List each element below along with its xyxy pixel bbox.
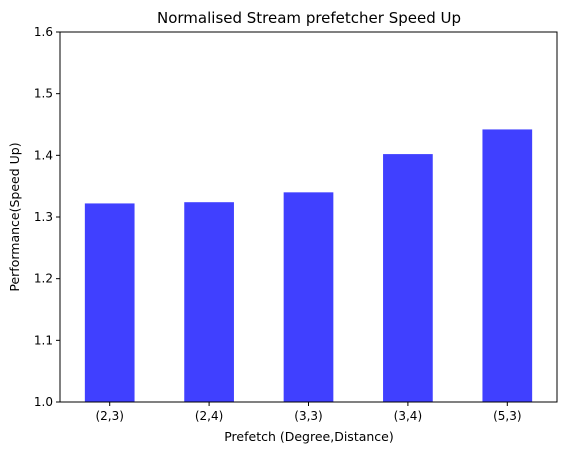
bar: [283, 192, 334, 402]
y-tick-label: 1.0: [34, 395, 53, 409]
bars-group: [84, 129, 533, 402]
x-tick-label: (5,3): [493, 409, 521, 423]
bar: [184, 202, 234, 402]
bar: [482, 129, 533, 402]
y-tick-label: 1.6: [34, 25, 53, 39]
x-axis-label: Prefetch (Degree,Distance): [224, 429, 394, 444]
x-axis-ticks: (2,3) (2,4) (3,3) (3,4) (5,3): [95, 402, 522, 423]
x-tick-label: (2,3): [95, 409, 123, 423]
x-tick-label: (2,4): [195, 409, 223, 423]
y-tick-label: 1.4: [34, 148, 53, 162]
chart-title: Normalised Stream prefetcher Speed Up: [157, 9, 461, 27]
y-tick-label: 1.1: [34, 333, 53, 347]
bar: [84, 203, 135, 402]
y-tick-label: 1.5: [34, 87, 53, 101]
y-axis-ticks: 1.0 1.1 1.2 1.3 1.4 1.5 1.6: [34, 25, 60, 409]
y-tick-label: 1.3: [34, 210, 53, 224]
y-axis-label: Performance(Speed Up): [7, 142, 22, 291]
x-tick-label: (3,3): [294, 409, 322, 423]
y-tick-label: 1.2: [34, 272, 53, 286]
x-tick-label: (3,4): [394, 409, 422, 423]
bar: [383, 154, 433, 402]
